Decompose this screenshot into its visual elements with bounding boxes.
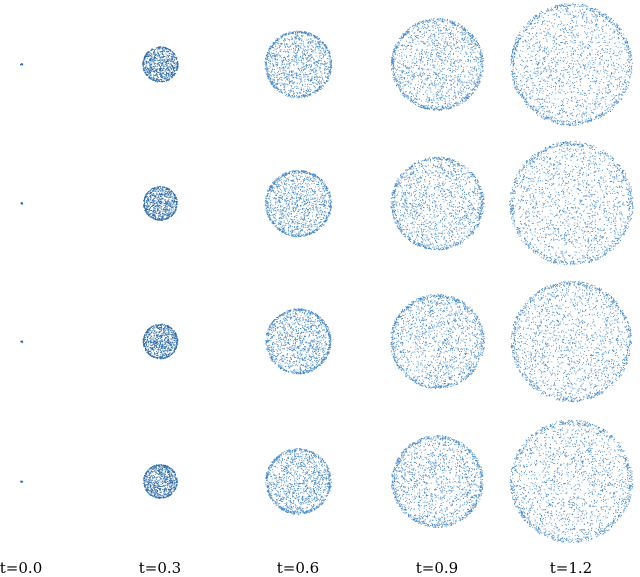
time-label: t=0.9 xyxy=(416,559,458,577)
time-label: t=0.3 xyxy=(139,559,181,577)
particle-clouds xyxy=(20,3,634,543)
particle-cloud xyxy=(509,419,634,543)
particle-cloud xyxy=(142,46,179,83)
particle-cloud xyxy=(391,435,484,528)
particle-cloud xyxy=(264,169,332,238)
particle-cloud xyxy=(264,30,333,99)
particle-cloud xyxy=(265,448,332,515)
particle-cloud xyxy=(265,308,332,375)
time-label: t=0.6 xyxy=(277,559,319,577)
particle-cloud xyxy=(20,480,24,483)
time-label: t=0.0 xyxy=(0,559,42,577)
particle-cloud xyxy=(143,464,178,499)
particle-cloud xyxy=(143,186,178,221)
particle-cloud xyxy=(390,18,484,111)
particle-cloud xyxy=(142,323,179,360)
particle-cloud xyxy=(510,280,632,403)
particle-cloud xyxy=(20,202,24,205)
particle-cloud xyxy=(20,63,24,66)
particle-cloud xyxy=(390,156,485,251)
time-labels: t=0.0 t=0.3 t=0.6 t=0.9 t=1.2 xyxy=(0,559,592,577)
particle-cloud xyxy=(509,141,634,266)
particle-cloud xyxy=(390,293,486,390)
particle-cloud xyxy=(20,340,24,344)
particle-cloud xyxy=(509,3,633,126)
time-label: t=1.2 xyxy=(550,559,592,577)
